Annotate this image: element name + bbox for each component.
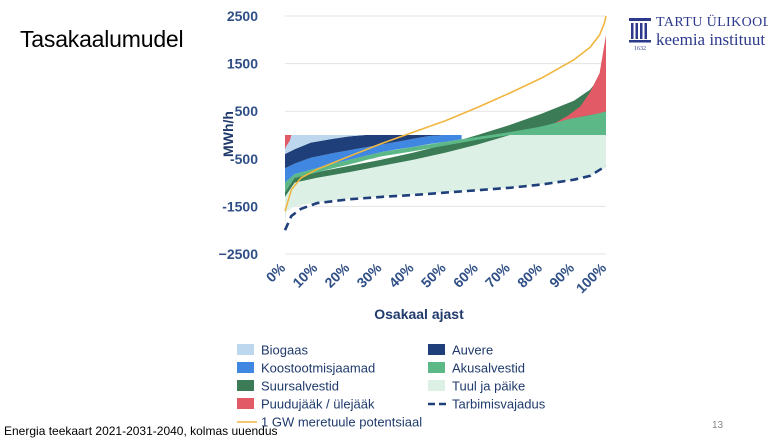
x-tick-label: 10%	[289, 259, 321, 291]
x-tick-label: 30%	[353, 259, 385, 291]
university-building-icon: 1632	[629, 18, 651, 52]
legend-label: Koostootmisjaamad	[261, 361, 375, 376]
area-tuul_ja_paike	[285, 135, 606, 226]
legend-label: Suursalvestid	[261, 379, 339, 394]
x-tick-label: 100%	[573, 259, 610, 296]
legend-label: Tarbimisvajadus	[452, 397, 546, 412]
area-biogaas	[285, 135, 446, 154]
legend-item-puudujaak: Puudujääk / ülejääk	[237, 397, 375, 412]
page-number: 13	[712, 420, 724, 431]
area-auvere	[285, 135, 446, 169]
x-tick-label: 70%	[482, 259, 514, 291]
legend-swatch	[428, 380, 445, 391]
x-tick-label: 50%	[418, 259, 450, 291]
area-series	[285, 35, 606, 226]
legend-label: 1 GW meretuule potentsiaal	[261, 415, 422, 430]
x-axis-title: Osakaal ajast	[374, 306, 464, 322]
area-puudujaak_left	[285, 135, 292, 150]
line-tarbimisvajadus	[283, 164, 607, 231]
y-tick-label: −2500	[219, 246, 259, 262]
legend-label: Biogaas	[261, 343, 308, 358]
legend-swatch	[237, 398, 254, 409]
area-akusalvestid	[285, 111, 606, 193]
legend-item-meretuul: 1 GW meretuule potentsiaal	[237, 415, 422, 430]
legend-swatch	[237, 380, 254, 391]
x-tick-label: 80%	[514, 259, 546, 291]
line-meretuul	[284, 15, 607, 212]
x-tick-label: 20%	[321, 259, 353, 291]
legend-label: Puudujääk / ülejääk	[261, 397, 375, 412]
y-tick-label: 500	[235, 103, 259, 119]
area-koostootmisjaamad	[285, 135, 462, 183]
legend-swatch	[428, 362, 445, 373]
y-axis-ticks: 2500 1500 500 -500 -1500 −2500	[219, 8, 259, 262]
y-tick-label: -1500	[222, 198, 258, 214]
legend-item-tarbimisvajadus: Tarbimisvajadus	[428, 397, 546, 412]
legend-swatch	[237, 344, 254, 355]
y-tick-label: 1500	[227, 56, 258, 72]
y-tick-label: -500	[230, 151, 258, 167]
university-logo: 1632 TARTU ÜLIKOOL keemia instituut	[628, 12, 768, 58]
y-axis-title: MWh/h	[220, 111, 236, 157]
legend-label: Auvere	[452, 343, 493, 358]
y-tick-label: 2500	[227, 8, 258, 24]
area-puudujaak_right	[554, 35, 606, 124]
legend-item-biogaas: Biogaas	[237, 343, 308, 358]
legend-item-auvere: Auvere	[428, 343, 493, 358]
legend-swatch	[428, 344, 445, 355]
line-series	[283, 15, 607, 231]
footer-source: Energia teekaart 2021-2031-2040, kolmas …	[4, 424, 278, 438]
legend: Biogaas Auvere Koostootmisjaamad Akusalvest…	[237, 343, 546, 430]
logo-university-name: TARTU ÜLIKOOL	[656, 15, 768, 30]
x-axis-ticks: 0% 10% 20% 30% 40% 50% 60% 70% 80% 90%100%	[263, 259, 610, 296]
legend-swatch	[237, 362, 254, 373]
legend-item-tuul_ja_paike: Tuul ja päike	[428, 379, 525, 394]
x-tick-label: 40%	[386, 259, 418, 291]
legend-label: Tuul ja päike	[452, 379, 525, 394]
legend-item-koostootmisjaamad: Koostootmisjaamad	[237, 361, 375, 376]
logo-year: 1632	[634, 46, 646, 52]
legend-item-suursalvestid: Suursalvestid	[237, 379, 339, 394]
legend-item-akusalvestid: Akusalvestid	[428, 361, 525, 376]
area-suursalvestid	[285, 49, 606, 197]
x-tick-label: 60%	[450, 259, 482, 291]
x-tick-label: 0%	[263, 259, 289, 285]
slide-title: Tasakaalumudel	[20, 26, 184, 52]
logo-institute-name: keemia instituut	[656, 30, 766, 49]
legend-label: Akusalvestid	[452, 361, 525, 376]
